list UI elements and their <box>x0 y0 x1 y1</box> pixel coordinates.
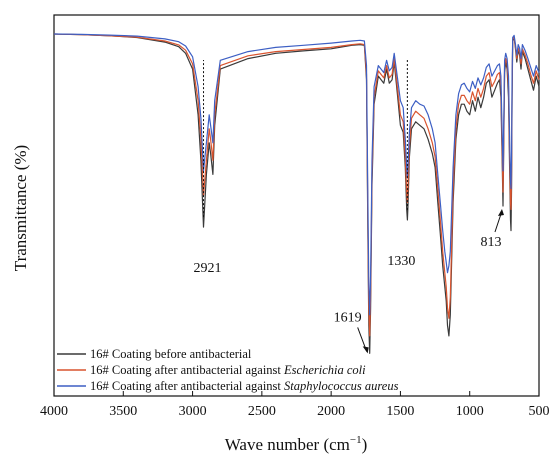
annotations: 2921 1330 1619 813 <box>194 60 504 354</box>
x-tick-label: 500 <box>529 404 550 419</box>
legend-entry: 16# Coating before antibacterial <box>90 347 252 361</box>
legend-entry: 16# Coating after antibacterial against … <box>90 379 399 393</box>
annotation-arrowhead <box>362 346 369 354</box>
series-line-1 <box>53 33 540 354</box>
series-line-2 <box>53 33 540 337</box>
plot-frame <box>53 14 540 397</box>
legend: 16# Coating before antibacterial 16# Coat… <box>57 347 399 393</box>
annotation-label: 1330 <box>387 254 415 269</box>
x-tick-label: 2500 <box>248 404 276 419</box>
y-axis-label: Transmittance (%) <box>11 145 30 271</box>
annotation-arrowhead <box>497 209 504 217</box>
annotation-label: 1619 <box>334 310 362 325</box>
x-tick-label: 3000 <box>179 404 207 419</box>
x-tick-label: 4000 <box>40 404 68 419</box>
x-tick-label: 1500 <box>386 404 414 419</box>
x-axis-tick-labels: 4000 3500 3000 2500 2000 1500 1000 500 <box>40 404 550 419</box>
legend-entry: 16# Coating after antibacterial against … <box>90 363 366 377</box>
x-axis-ticks <box>53 391 540 396</box>
x-axis-label-exponent: −1 <box>350 434 362 446</box>
x-tick-label: 3500 <box>109 404 137 419</box>
series-line-3 <box>53 33 540 316</box>
x-axis-label: Wave number (cm−1) <box>225 434 368 454</box>
series-lines <box>53 33 540 354</box>
x-tick-label: 2000 <box>317 404 345 419</box>
annotation-label: 813 <box>480 235 501 250</box>
annotation-label: 2921 <box>194 261 222 276</box>
x-tick-label: 1000 <box>456 404 484 419</box>
